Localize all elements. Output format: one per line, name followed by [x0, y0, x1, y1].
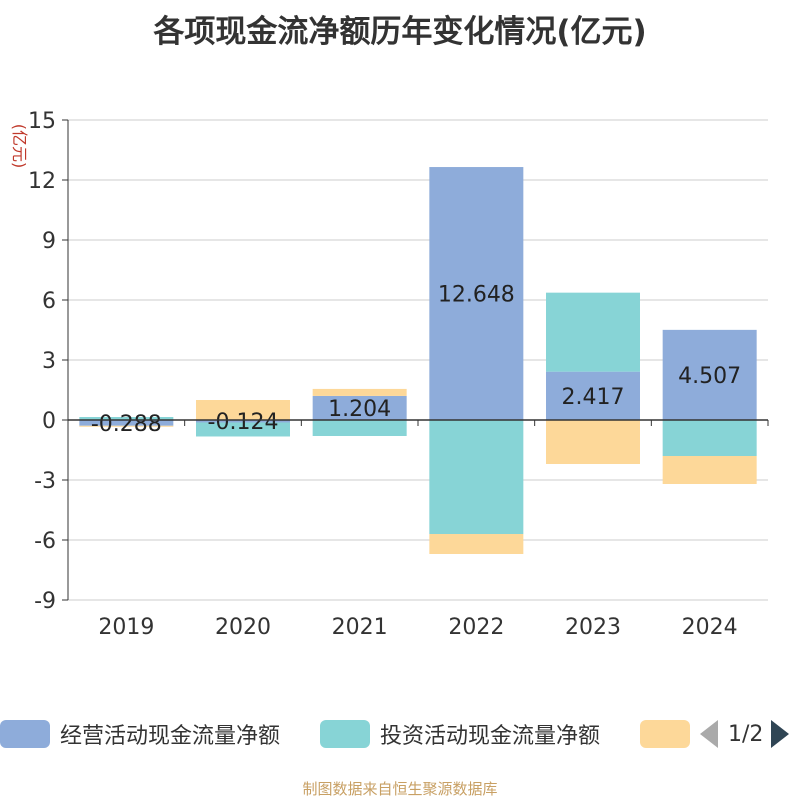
bar-2020-series-1 — [196, 422, 290, 437]
bar-2020-series-0 — [196, 420, 290, 423]
y-tick-label: -9 — [34, 589, 56, 614]
y-axis-label: (亿元) — [10, 124, 29, 169]
data-label-2019: -0.288 — [91, 412, 162, 437]
legend-next-icon[interactable] — [771, 720, 790, 748]
legend-label-investing: 投资活动现金流量净额 — [380, 724, 601, 749]
legend-item-investing[interactable]: 投资活动现金流量净额 — [320, 716, 600, 752]
x-tick-label-2019: 2019 — [98, 615, 154, 640]
legend: 经营活动现金流量净额 投资活动现金流量净额 1/2 — [0, 716, 800, 752]
legend-swatch-operating — [0, 720, 50, 748]
bar-2021-series-0 — [312, 395, 407, 420]
bar-2023-series-0 — [546, 371, 640, 420]
bar-2021-series-1 — [312, 420, 407, 436]
data-label-2024: 4.507 — [678, 364, 741, 389]
y-tick-label: -6 — [34, 529, 56, 554]
legend-pager: 1/2 — [700, 716, 790, 752]
data-label-2021: 1.204 — [328, 397, 391, 422]
bar-2022-series-1 — [429, 420, 524, 534]
bar-2020-series-2 — [196, 400, 290, 420]
y-tick-label: 15 — [28, 109, 56, 134]
y-tick-label: -3 — [34, 469, 56, 494]
y-tick-label: 3 — [42, 349, 56, 374]
chart-title: 各项现金流净额历年变化情况(亿元) — [153, 14, 647, 50]
y-tick-label: 12 — [28, 169, 56, 194]
cashflow-chart: 15 12 9 6 3 0 -3 -6 -9 (亿元) -0.288 -0.124 1.204 12.64… — [10, 109, 769, 640]
bar-2022-series-2 — [429, 534, 524, 554]
bar-2022-series-0 — [429, 167, 524, 420]
x-tick-label-2020: 2020 — [215, 615, 271, 640]
y-tick-label: 9 — [42, 229, 56, 254]
bar-2019-series-2 — [79, 425, 174, 427]
source-note: 制图数据来自恒生聚源数据库 — [302, 780, 498, 798]
y-tick-label: 6 — [42, 289, 56, 314]
legend-prev-icon[interactable] — [700, 720, 718, 748]
bar-2019-series-0 — [79, 420, 174, 426]
bar-2023-series-1 — [546, 292, 640, 372]
legend-swatch-investing — [320, 720, 370, 748]
legend-item-operating[interactable]: 经营活动现金流量净额 — [0, 716, 280, 752]
data-label-2023: 2.417 — [562, 385, 625, 410]
bar-2024-series-0 — [662, 329, 757, 420]
bar-2023-series-2 — [546, 420, 640, 464]
data-label-2020: -0.124 — [208, 410, 279, 435]
x-tick-label-2024: 2024 — [682, 615, 738, 640]
x-tick-label-2021: 2021 — [332, 615, 388, 640]
bar-2021-series-2 — [312, 388, 407, 396]
x-tick-label-2023: 2023 — [565, 615, 621, 640]
y-tick-label: 0 — [42, 409, 56, 434]
bar-2024-series-2 — [662, 456, 757, 484]
legend-page-indicator: 1/2 — [728, 721, 764, 747]
bar-2019-series-1 — [79, 417, 174, 420]
legend-label-operating: 经营活动现金流量净额 — [60, 724, 281, 749]
bar-2024-series-1 — [662, 420, 757, 456]
legend-item-financing[interactable] — [640, 716, 700, 752]
x-tick-label-2022: 2022 — [448, 615, 504, 640]
legend-swatch-financing — [640, 720, 690, 748]
data-label-2022: 12.648 — [438, 283, 515, 308]
